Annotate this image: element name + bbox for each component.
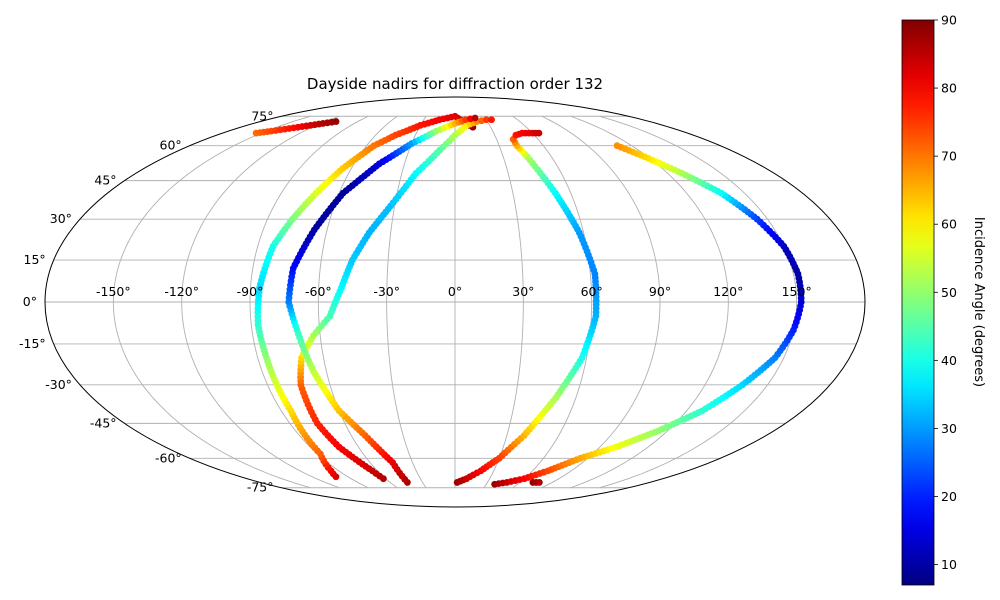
lon-tick-label-10: 150° [782, 284, 812, 299]
colorbar-tick-label-1: 20 [941, 489, 957, 504]
meridian-line-10 [599, 115, 798, 489]
lat-tick-label-9: -60° [155, 450, 182, 465]
lat-tick-label-5: 0° [23, 294, 37, 309]
meridian-line-8 [541, 115, 661, 489]
colorbar-tick-label-6: 70 [941, 149, 957, 164]
track-2-point [488, 116, 495, 124]
colorbar-tick-label-0: 10 [941, 557, 957, 572]
track-2-point [482, 116, 490, 124]
lon-tick-label-9: 120° [713, 284, 743, 299]
track-5-point [613, 142, 621, 150]
chart-title: Dayside nadirs for diffraction order 132 [307, 75, 603, 93]
meridian-line-6 [483, 116, 524, 488]
meridian-line-1 [181, 115, 340, 489]
latitude-tick-labels: 75° 60° 45° 30° 15° 0° -15° -30° -45° -60° -75° [19, 108, 273, 494]
meridian-line-7 [512, 115, 593, 489]
colorbar-tick-label-4: 50 [941, 285, 957, 300]
lon-tick-label-4: -30° [373, 284, 400, 299]
colorbar: 10 20 30 40 50 60 70 80 90 Incidence Angle (degr… [901, 13, 986, 586]
lon-tick-label-7: 60° [581, 284, 603, 299]
map-grid [45, 115, 865, 489]
longitude-tick-labels: -150° -120° -90° -60° -30° 0° 30° 60° 90° 120° 150… [96, 284, 812, 299]
lon-tick-label-1: -120° [164, 284, 199, 299]
lat-tick-label-8: -45° [90, 415, 117, 430]
colorbar-tick-label-8: 90 [941, 13, 957, 28]
colorbar-gradient [901, 19, 935, 586]
lon-tick-label-2: -90° [237, 284, 264, 299]
lat-tick-label-0: 75° [251, 108, 273, 123]
lon-tick-label-8: 90° [649, 284, 671, 299]
colorbar-label: Incidence Angle (degrees) [971, 217, 986, 387]
track-6-point [535, 479, 543, 486]
lat-tick-label-10: -75° [247, 480, 274, 495]
lat-tick-label-3: 30° [50, 211, 72, 226]
colorbar-tick-label-5: 60 [941, 217, 957, 232]
lat-tick-label-6: -15° [19, 336, 46, 351]
data-points [252, 112, 805, 488]
meridian-line-2 [249, 115, 369, 489]
colorbar-tick-label-3: 40 [941, 353, 957, 368]
lon-tick-label-6: 30° [512, 284, 534, 299]
lat-tick-label-1: 60° [160, 138, 182, 153]
track-0-point [332, 118, 340, 125]
meridian-line-3 [317, 115, 398, 489]
lat-tick-label-2: 45° [94, 173, 116, 188]
track-4-point [535, 129, 543, 137]
lon-tick-label-0: -150° [96, 284, 131, 299]
colorbar-tick-label-2: 30 [941, 421, 957, 436]
meridian-line-4 [386, 116, 427, 488]
lat-tick-label-7: -30° [45, 377, 72, 392]
lat-tick-label-4: 15° [24, 252, 46, 267]
lon-tick-label-5: 0° [448, 284, 462, 299]
meridian-line-0 [112, 115, 311, 489]
lon-tick-label-3: -60° [305, 284, 332, 299]
meridian-line-9 [570, 115, 729, 489]
colorbar-ticks: 10 20 30 40 50 60 70 80 90 [934, 13, 957, 572]
track-3-point [471, 114, 479, 122]
map-boundary [44, 96, 866, 508]
colorbar-tick-label-7: 80 [941, 81, 957, 96]
